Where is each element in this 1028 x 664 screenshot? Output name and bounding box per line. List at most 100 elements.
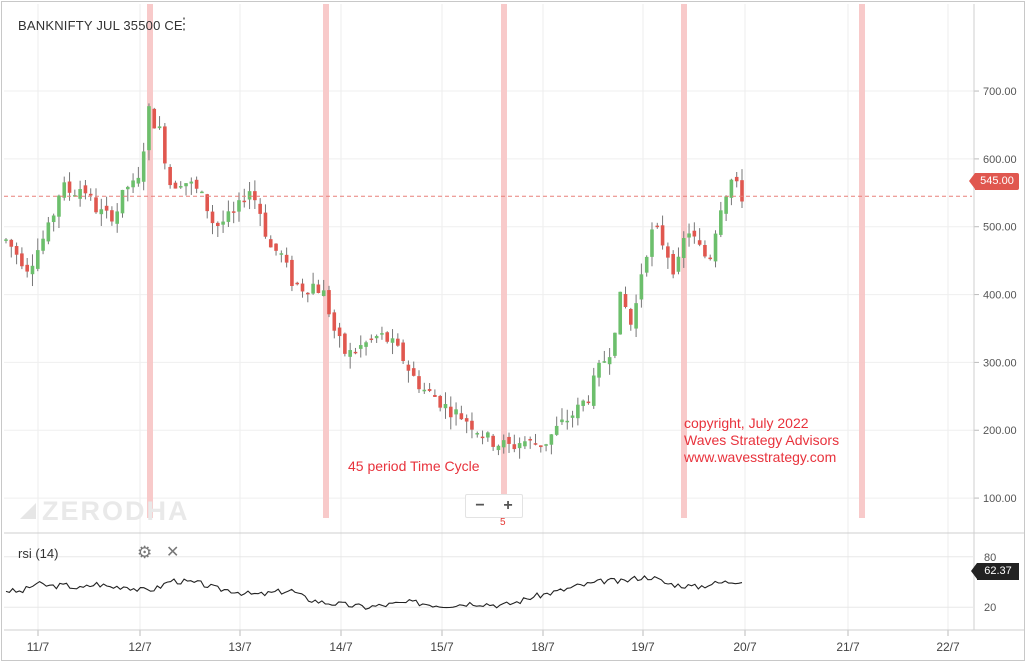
candle-body — [618, 291, 623, 335]
candle-body — [396, 338, 400, 346]
zoom-count: 5 — [500, 517, 506, 528]
close-icon[interactable]: ✕ — [166, 544, 180, 561]
rsi-value-tag: 62.37 — [971, 563, 1019, 580]
zoom-in-button[interactable]: + — [503, 497, 513, 514]
candle-body — [470, 420, 474, 430]
candle-body — [57, 195, 61, 217]
candle-body — [639, 274, 644, 300]
candle-body — [380, 333, 384, 335]
candle-body — [591, 375, 596, 406]
candle-body — [205, 194, 210, 212]
candle-body — [210, 211, 215, 224]
candle-body — [125, 186, 130, 190]
candle-body — [634, 303, 638, 329]
candle-body — [35, 250, 40, 269]
candle-body — [311, 283, 315, 294]
candle-body — [607, 357, 612, 365]
candle-body — [385, 332, 390, 342]
gear-icon[interactable]: ⚙ — [137, 543, 153, 562]
candle-body — [623, 294, 628, 308]
candle-body — [168, 166, 172, 186]
candle-body — [401, 342, 405, 362]
candle-body — [660, 225, 665, 246]
candle-body — [30, 265, 35, 275]
candle-body — [131, 180, 135, 188]
candle-body — [242, 200, 247, 203]
candle-body — [83, 185, 88, 194]
candle-body — [110, 210, 114, 222]
candle-body — [491, 435, 495, 447]
candle-body — [274, 243, 278, 251]
x-tick-label: 20/7 — [733, 640, 757, 654]
candle-body — [724, 196, 728, 214]
candle-body — [51, 215, 56, 223]
zoom-out-button[interactable]: − — [475, 497, 485, 514]
candle-body — [147, 106, 151, 151]
candle-body — [586, 401, 591, 404]
candle-body — [713, 233, 718, 262]
candle-body — [4, 239, 8, 241]
candle-body — [433, 395, 437, 397]
candle-body — [486, 432, 490, 438]
candle-body — [671, 253, 675, 275]
candle-body — [443, 404, 448, 409]
candle-body — [279, 253, 284, 255]
candle-body — [284, 254, 289, 263]
candle-body — [554, 425, 559, 435]
candle-body — [194, 179, 199, 189]
candle-body — [602, 361, 607, 363]
kebab-menu-icon[interactable]: ⋮ — [176, 16, 192, 33]
candle-body — [231, 211, 236, 213]
cycle-marker-band — [501, 4, 507, 518]
candle-body — [740, 180, 744, 202]
zerodha-logo-icon — [20, 503, 36, 519]
cycle-annotation: 45 period Time Cycle — [348, 458, 480, 474]
x-tick-label: 12/7 — [128, 640, 152, 654]
candle-body — [576, 404, 580, 419]
candle-body — [512, 444, 517, 450]
candle-body — [544, 444, 548, 446]
candle-body — [687, 233, 691, 238]
candle-body — [247, 191, 252, 200]
candle-body — [200, 191, 204, 194]
x-tick-label: 19/7 — [631, 640, 655, 654]
candle-body — [369, 338, 374, 341]
candle-body — [517, 443, 522, 449]
candle-body — [20, 253, 24, 267]
candle-body — [120, 189, 125, 214]
candle-body — [597, 362, 601, 378]
candle-body — [358, 345, 363, 349]
candle-body — [538, 445, 543, 448]
candle-body — [666, 246, 670, 258]
candle-body — [300, 283, 305, 292]
candle-body — [306, 292, 310, 295]
candle-body — [25, 264, 29, 272]
x-tick-label: 15/7 — [430, 640, 454, 654]
candle-body — [613, 332, 617, 356]
rsi-line — [5, 575, 743, 610]
candle-body — [719, 210, 723, 235]
candle-body — [353, 351, 358, 354]
candle-body — [528, 438, 533, 441]
candle-body — [549, 434, 554, 445]
candle-body — [676, 256, 681, 272]
copyright-block: copyright, July 2022 Waves Strategy Advi… — [684, 415, 839, 466]
cycle-marker-band — [147, 4, 153, 518]
rsi-level-label: 20 — [984, 602, 996, 614]
candle-body — [226, 211, 231, 222]
candle-body — [348, 350, 352, 357]
y-tick-label: 600.00 — [983, 154, 1017, 166]
candle-body — [629, 309, 633, 325]
candle-body — [46, 222, 51, 242]
candle-body — [644, 256, 649, 273]
candle-body — [14, 246, 19, 255]
candle-body — [708, 257, 713, 260]
y-tick-label: 100.00 — [983, 493, 1017, 505]
candle-body — [141, 151, 146, 182]
candle-body — [268, 239, 273, 248]
candle-body — [41, 238, 45, 251]
candle-body — [78, 189, 82, 199]
candle-body — [104, 205, 109, 211]
